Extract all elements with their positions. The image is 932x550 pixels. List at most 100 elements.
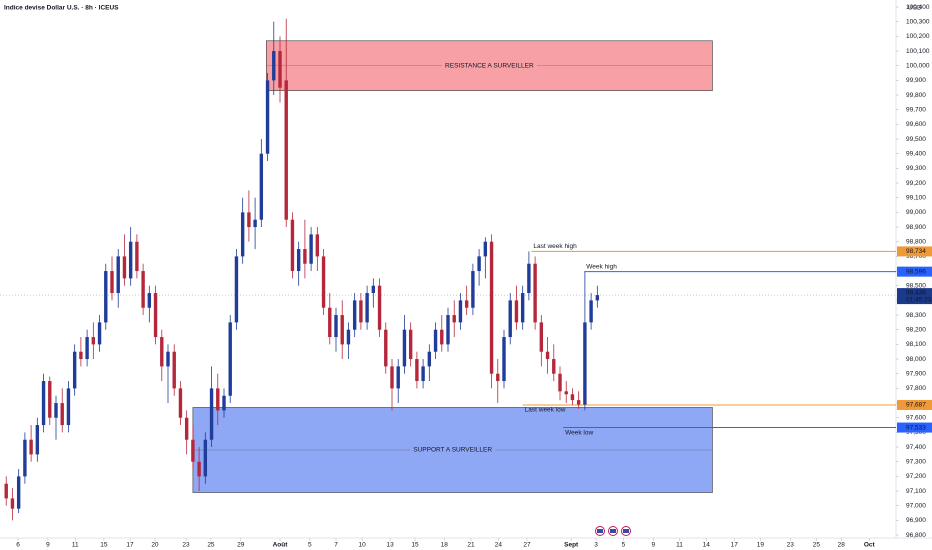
candle-body: [328, 307, 332, 338]
y-tick-label: 98,500: [906, 282, 926, 289]
candle-body: [48, 381, 52, 418]
candle-body: [377, 285, 382, 330]
candle-body: [41, 381, 46, 426]
candle-body: [79, 351, 83, 360]
candle-body: [172, 351, 176, 389]
y-tick-label: 98,700: [906, 253, 926, 260]
candle-body: [10, 498, 15, 509]
level-label: Last week high: [533, 243, 577, 250]
candle-body: [359, 300, 363, 323]
candle-body: [240, 212, 245, 257]
candle-body: [284, 80, 288, 220]
level-price-label: 98,596: [906, 268, 926, 275]
candle-body: [464, 300, 469, 308]
y-tick-label: 98,100: [906, 341, 926, 348]
x-tick-label: 27: [523, 542, 531, 549]
y-tick-label: 98,900: [906, 224, 926, 231]
y-tick-label: 99,000: [906, 209, 926, 216]
candle-body: [91, 337, 96, 345]
level-price-label: 98,734: [906, 248, 926, 255]
candle-body: [259, 153, 264, 220]
candle-body: [66, 388, 71, 426]
candle-body: [315, 234, 320, 257]
candle-body: [570, 394, 575, 401]
y-tick-label: 98,800: [906, 238, 926, 245]
candle-body: [97, 322, 102, 345]
candle-body: [552, 359, 556, 374]
x-tick-label: 24: [495, 542, 503, 549]
zone-label-bg: [410, 445, 496, 455]
candle-body: [85, 337, 89, 360]
candle-body: [440, 329, 444, 345]
x-tick-label: 15: [411, 542, 419, 549]
x-tick-label: 15: [100, 542, 108, 549]
y-tick-label: 99,700: [906, 106, 926, 113]
candle-body: [247, 212, 251, 228]
y-tick-label: 99,900: [906, 77, 926, 84]
candle-body: [122, 256, 127, 279]
candle-body: [72, 351, 77, 389]
candle-body: [384, 329, 388, 367]
candle-body: [222, 395, 226, 411]
candle-body: [471, 271, 475, 308]
y-tick-label: 97,100: [906, 488, 926, 495]
y-tick-label: 99,400: [906, 150, 926, 157]
y-tick-label: 99,600: [906, 121, 926, 128]
y-tick-label: 100,300: [906, 18, 930, 25]
x-tick-label: 21: [467, 542, 475, 549]
last-price-label: 98,436: [906, 289, 926, 296]
x-tick-label: 11: [72, 542, 79, 549]
candle-body: [396, 366, 400, 389]
candle-body: [508, 300, 512, 338]
level-label: Last week low: [525, 407, 566, 414]
x-tick-label: 5: [308, 542, 312, 549]
candle-body: [35, 425, 40, 455]
candle-body: [290, 219, 295, 272]
candle-body: [29, 439, 33, 455]
y-tick-label: 100,100: [906, 48, 930, 55]
candle-body: [54, 403, 58, 418]
candle-body: [321, 256, 326, 308]
level-price-box: [897, 422, 932, 433]
x-tick-label: 19: [757, 542, 765, 549]
y-tick-label: 97,200: [906, 473, 926, 480]
candle-body: [583, 322, 587, 405]
x-tick-label: 18: [441, 542, 449, 549]
candle-body: [191, 439, 195, 462]
x-tick-label: 13: [387, 542, 395, 549]
candle-body: [514, 300, 519, 323]
candle-body: [402, 329, 407, 367]
chart-title: Indice devise Dollar U.S. · 8h · ICEUS: [4, 5, 119, 12]
countdown-label: 01:45:23: [906, 296, 932, 303]
level-price-box: [897, 246, 932, 257]
candle-body: [265, 80, 270, 154]
x-tick-label: 17: [126, 542, 134, 549]
flag: [610, 529, 616, 533]
event-icons: [595, 526, 631, 536]
level-label: Week high: [586, 263, 617, 270]
level-price-label: 97,533: [906, 424, 926, 431]
candle-body: [253, 219, 257, 228]
x-tick-label: 6: [16, 542, 20, 549]
x-tick-label: 17: [731, 542, 739, 549]
y-tick-label: 98,300: [906, 312, 926, 319]
candle-body: [16, 476, 21, 509]
zone-label: SUPPORT A SURVEILLER: [413, 447, 492, 454]
candle-body: [576, 400, 581, 405]
x-tick-label: 7: [334, 542, 338, 549]
x-tick-label: 9: [46, 542, 50, 549]
flag: [623, 529, 629, 533]
candle-body: [278, 51, 282, 88]
x-tick-label: 10: [359, 542, 367, 549]
x-tick-label: Sept: [564, 542, 579, 549]
candle-body: [371, 285, 376, 294]
level-price-box: [897, 399, 932, 410]
x-tick-label: 9: [652, 542, 656, 549]
candle-body: [477, 256, 481, 272]
candle-body: [558, 373, 562, 392]
x-tick-label: 23: [182, 542, 190, 549]
x-tick-label: 3: [594, 542, 598, 549]
candle-body: [234, 256, 239, 323]
candle-body: [147, 293, 152, 308]
